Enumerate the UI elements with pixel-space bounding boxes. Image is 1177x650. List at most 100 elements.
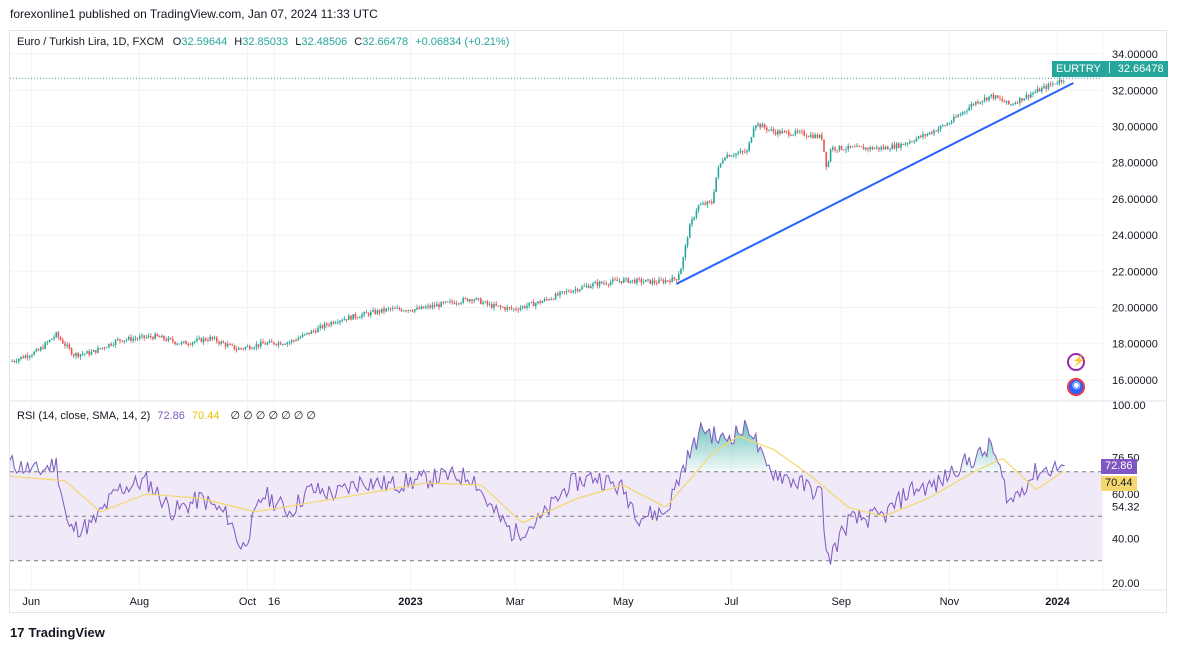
x-tick-label: 2024 (1045, 596, 1070, 608)
candle-body (645, 279, 647, 282)
candle-body (1049, 83, 1052, 85)
candle-body (568, 290, 570, 292)
candle-body (290, 340, 293, 343)
candle-body (788, 131, 790, 136)
candle-body (491, 304, 493, 308)
candle-body (1030, 94, 1032, 98)
candle-body (20, 356, 22, 359)
candle-body (458, 303, 460, 305)
candle-body (315, 330, 317, 333)
candle-body (150, 335, 152, 338)
candle-body (783, 131, 786, 132)
candle-body (431, 305, 434, 308)
candle-body (812, 134, 814, 139)
candle-body (847, 145, 849, 150)
candle-body (1054, 83, 1056, 85)
candle-body (766, 127, 768, 131)
candle-body (299, 337, 302, 339)
candle-body (81, 353, 84, 355)
candle-body (711, 201, 713, 204)
rsi-sma-line (9, 435, 1064, 524)
candle-body (455, 303, 458, 305)
candle-body (651, 280, 654, 284)
rsi-title[interactable]: RSI (14, close, SMA, 14, 2) (17, 410, 151, 422)
x-tick-label: Mar (506, 596, 525, 608)
lightning-icon[interactable]: ⚡ (1067, 353, 1086, 371)
tradingview-brand[interactable]: 17 TradingView (10, 625, 105, 640)
candle-body (504, 307, 506, 310)
candle-body (477, 298, 480, 299)
candle-body (227, 344, 229, 347)
candle-body (277, 342, 280, 346)
candle-body (532, 301, 535, 307)
candle-body (31, 354, 33, 357)
candle-body (895, 143, 898, 149)
candle-body (398, 307, 401, 310)
candle-body (1001, 98, 1003, 102)
candle-body (365, 312, 368, 314)
candle-body (114, 340, 117, 345)
candle-body (554, 293, 557, 300)
candle-body (594, 281, 596, 284)
tradingview-logo-icon: 17 (10, 625, 25, 640)
open-label: O (172, 36, 182, 48)
candle-body (774, 131, 777, 135)
candle-body (673, 277, 676, 280)
candle-body (403, 310, 405, 312)
candle-body (843, 149, 845, 151)
candle-body (345, 318, 348, 320)
candle-body (167, 337, 170, 341)
candle-body (548, 299, 550, 301)
candle-body (752, 128, 755, 138)
candle-body (161, 335, 163, 338)
candle-body (667, 280, 669, 282)
candle-body (238, 348, 240, 350)
candle-body (293, 340, 295, 342)
candle-body (862, 146, 865, 150)
candle-body (480, 298, 482, 304)
candle-body (889, 149, 891, 151)
candle-body (647, 279, 649, 281)
candle-body (614, 279, 616, 281)
candle-body (1041, 87, 1043, 92)
candle-body (141, 335, 143, 337)
candle-body (103, 347, 106, 349)
candle-body (438, 304, 440, 307)
candle-body (1058, 79, 1061, 84)
candle-body (953, 116, 955, 122)
sma-value-tag: 70.44 (1101, 476, 1137, 491)
candle-body (629, 280, 632, 283)
candle-body (211, 336, 214, 339)
candle-body (499, 305, 502, 307)
candle-body (724, 157, 726, 161)
price-tick-label: 26.00000 (1112, 194, 1158, 206)
candle-body (407, 310, 409, 311)
candle-body (807, 136, 810, 138)
candle-body (178, 343, 181, 345)
candle-body (618, 281, 621, 282)
candle-body (1038, 88, 1041, 92)
candle-body (176, 343, 178, 345)
candle-body (559, 291, 561, 296)
globe-icon[interactable]: ◉ (1067, 378, 1085, 396)
candle-body (84, 353, 86, 355)
candle-body (361, 314, 363, 318)
candle-body (662, 280, 665, 283)
candle-body (779, 130, 781, 134)
candle-body (799, 131, 801, 133)
candle-body (920, 136, 922, 137)
candle-body (970, 104, 973, 108)
candle-body (510, 307, 513, 309)
symbol-title[interactable]: Euro / Turkish Lira, 1D, FXCM (17, 36, 164, 48)
price-tag-symbol: EURTRY (1056, 63, 1101, 75)
candle-body (750, 137, 753, 143)
candle-body (376, 310, 379, 314)
candle-body (328, 325, 330, 326)
candle-body (387, 308, 390, 310)
candle-body (110, 343, 112, 346)
candle-body (257, 344, 260, 347)
candle-body (147, 335, 150, 338)
candle-body (999, 97, 1001, 99)
candle-body (381, 308, 383, 313)
